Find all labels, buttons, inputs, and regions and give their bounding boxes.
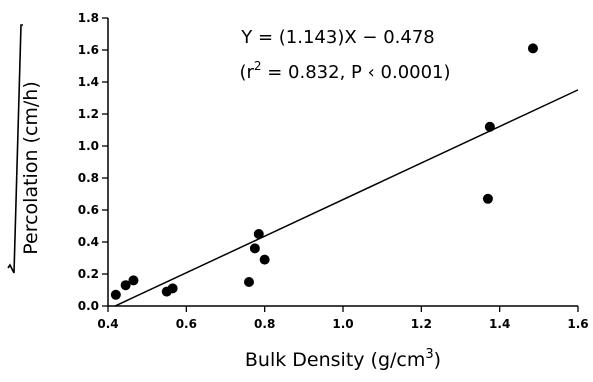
data-point: [120, 280, 131, 291]
y-axis-title: Percolation (cm/h): [7, 24, 42, 274]
x-axis-title-sup: 3: [425, 347, 433, 362]
x-tick-label: 1.6: [567, 317, 588, 331]
y-tick-label: 0.8: [78, 171, 99, 185]
data-points: [110, 43, 538, 300]
x-tick-label: 1.4: [489, 317, 510, 331]
data-point: [244, 277, 254, 287]
regression-stats-open: (r: [239, 62, 254, 83]
regression-stats: (r2 = 0.832, P ‹ 0.0001): [239, 59, 450, 83]
data-point: [527, 43, 538, 54]
y-tick-label: 1.8: [78, 11, 99, 25]
y-tick-label: 0.0: [78, 299, 99, 313]
y-tick-label: 1.0: [78, 139, 99, 153]
x-tick-label: 1.2: [411, 317, 432, 331]
y-tick-label: 1.4: [78, 75, 99, 89]
data-point: [110, 289, 121, 300]
y-axis-title-text: Percolation (cm/h): [20, 81, 42, 255]
y-tick-label: 1.2: [78, 107, 99, 121]
data-point: [249, 243, 260, 254]
regression-stats-rest: = 0.832, P ‹ 0.0001): [262, 62, 451, 83]
x-tick-label: 1.0: [332, 317, 353, 331]
x-axis-title-main: Bulk Density (g/cm: [245, 349, 426, 371]
x-tick-label: 0.6: [176, 317, 197, 331]
x-tick-label: 0.4: [97, 317, 118, 331]
data-point: [253, 229, 264, 239]
regression-line-group: [114, 89, 579, 307]
x-axis-title-end: ): [434, 349, 441, 371]
regression-equation: Y = (1.143)X − 0.478: [240, 27, 434, 48]
data-point: [128, 275, 139, 286]
data-point: [167, 283, 178, 294]
regression-line: [114, 89, 579, 307]
y-tick-label: 0.6: [78, 203, 99, 217]
ticks: 0.4 0.6 0.8 1.0 1.2 1.4 1.6 0.0 0.2 0.4 0.6 0.8 1.0 1…: [78, 11, 589, 331]
y-tick-label: 1.6: [78, 43, 99, 57]
sqrt-radical-icon: [7, 24, 23, 274]
y-tick-label: 0.4: [78, 235, 99, 249]
data-point: [482, 193, 493, 204]
x-axis-title: Bulk Density (g/cm3): [245, 347, 441, 371]
y-tick-label: 0.2: [78, 267, 99, 281]
regression-stats-sup: 2: [254, 59, 262, 73]
x-tick-label: 0.8: [254, 317, 275, 331]
data-point: [259, 254, 270, 265]
